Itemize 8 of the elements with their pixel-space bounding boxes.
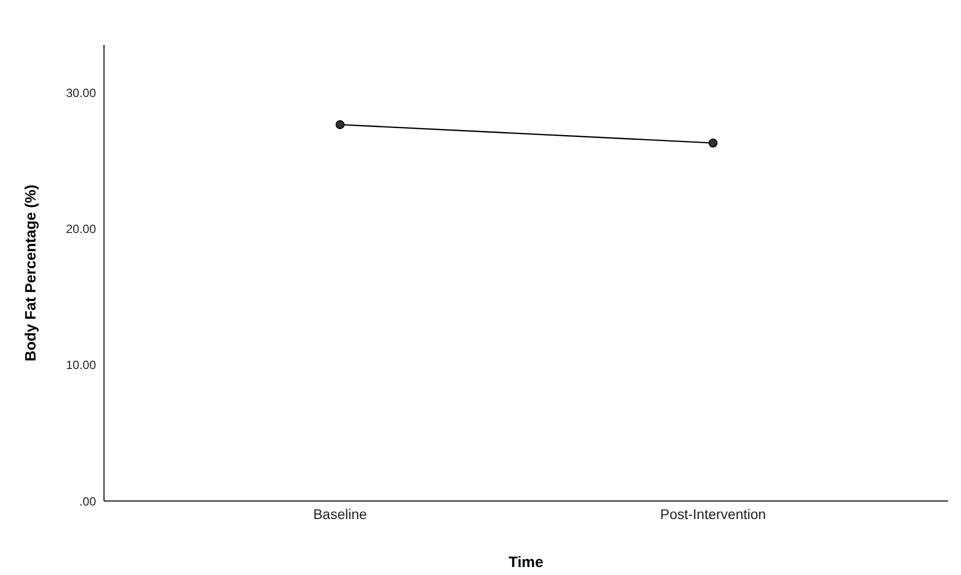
x-axis-title: Time: [508, 554, 544, 571]
y-tick-label: 10.00: [66, 358, 96, 372]
x-tick-label: Post-Intervention: [660, 506, 766, 522]
y-tick-label: .00: [79, 494, 96, 508]
y-tick-label: 20.00: [66, 222, 96, 236]
y-tick-label: 30.00: [66, 86, 96, 100]
x-tick-label: Baseline: [313, 506, 368, 522]
y-axis-title: Body Fat Percentage (%): [22, 184, 40, 362]
